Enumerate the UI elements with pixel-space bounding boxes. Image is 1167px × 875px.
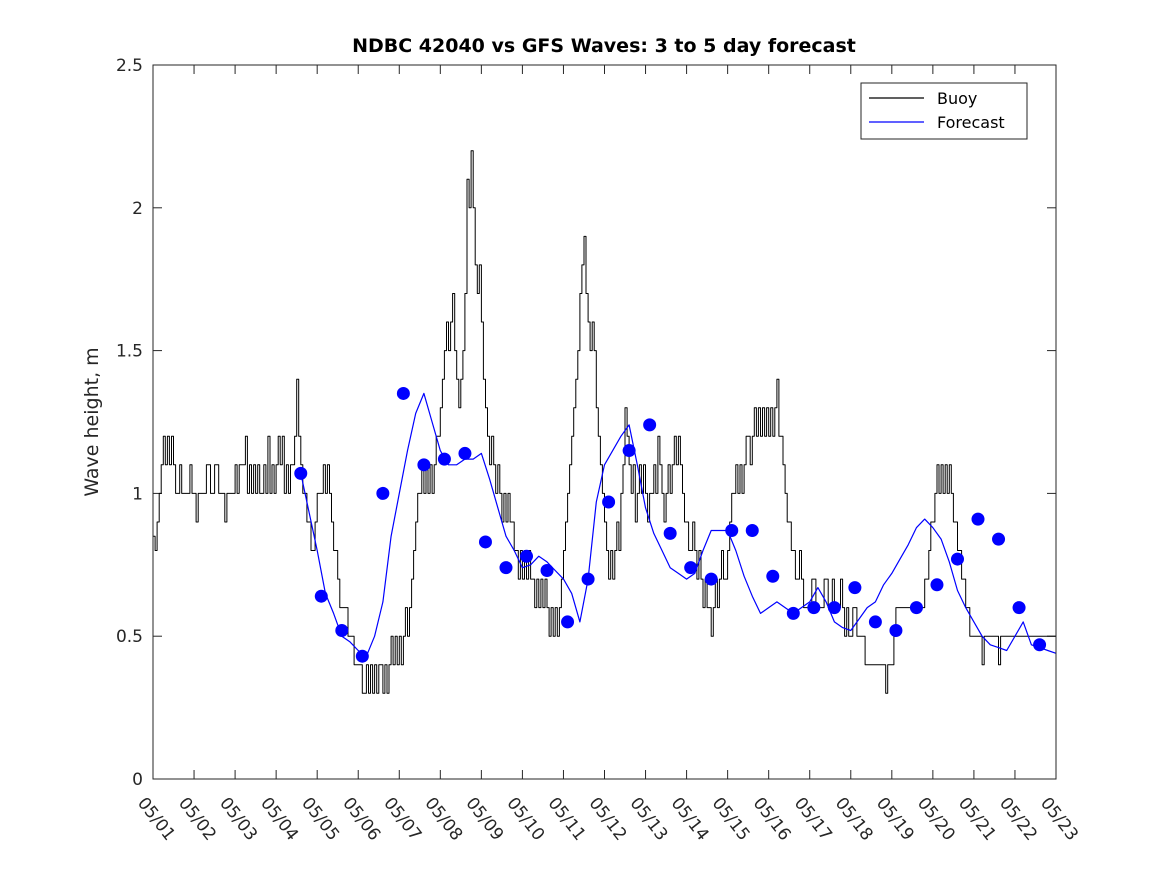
forecast-marker — [417, 458, 431, 472]
forecast-marker — [643, 418, 657, 432]
forecast-marker — [889, 623, 903, 637]
forecast-marker — [992, 532, 1006, 546]
forecast-marker — [868, 615, 882, 629]
forecast-marker — [807, 601, 821, 615]
forecast-marker — [663, 526, 677, 540]
forecast-marker — [335, 623, 349, 637]
y-tick-label: 0 — [132, 770, 143, 790]
forecast-marker — [458, 446, 472, 460]
forecast-marker — [520, 549, 534, 563]
plot-frame — [152, 64, 1057, 780]
forecast-marker — [396, 386, 410, 400]
y-tick-label: 2.5 — [116, 56, 143, 76]
buoy-series-line — [153, 150, 1056, 694]
forecast-marker — [602, 495, 616, 509]
forecast-marker — [581, 572, 595, 586]
forecast-marker — [786, 606, 800, 620]
y-tick-label: 1.5 — [116, 342, 143, 362]
plot-area — [152, 64, 1057, 780]
forecast-marker — [704, 572, 718, 586]
forecast-marker — [766, 569, 780, 583]
forecast-marker — [294, 466, 308, 480]
forecast-marker — [355, 649, 369, 663]
forecast-marker — [314, 589, 328, 603]
forecast-marker — [561, 615, 575, 629]
forecast-marker — [1012, 601, 1026, 615]
y-tick-label: 0.5 — [116, 627, 143, 647]
forecast-marker — [622, 444, 636, 458]
forecast-marker — [540, 564, 554, 578]
forecast-marker — [437, 452, 451, 466]
forecast-series-line — [300, 392, 1057, 657]
forecast-marker — [848, 581, 862, 595]
forecast-marker — [1033, 638, 1047, 652]
chart-title: NDBC 42040 vs GFS Waves: 3 to 5 day fore… — [352, 35, 856, 57]
forecast-marker — [950, 552, 964, 566]
y-axis-label: Wave height, m — [81, 347, 103, 496]
y-tick-label: 2 — [132, 199, 143, 219]
forecast-marker — [478, 535, 492, 549]
legend-forecast-label: Forecast — [937, 113, 1005, 132]
y-tick-label: 1 — [132, 484, 143, 504]
forecast-marker — [499, 561, 513, 575]
forecast-marker — [930, 578, 944, 592]
forecast-marker — [725, 524, 739, 538]
forecast-marker — [827, 601, 841, 615]
forecast-marker — [971, 512, 985, 526]
forecast-marker — [745, 524, 759, 538]
forecast-marker — [376, 486, 390, 500]
legend: Buoy Forecast — [860, 82, 1028, 140]
forecast-marker — [909, 601, 923, 615]
legend-box — [860, 82, 1028, 140]
legend-buoy-label: Buoy — [937, 89, 977, 108]
forecast-marker — [684, 561, 698, 575]
